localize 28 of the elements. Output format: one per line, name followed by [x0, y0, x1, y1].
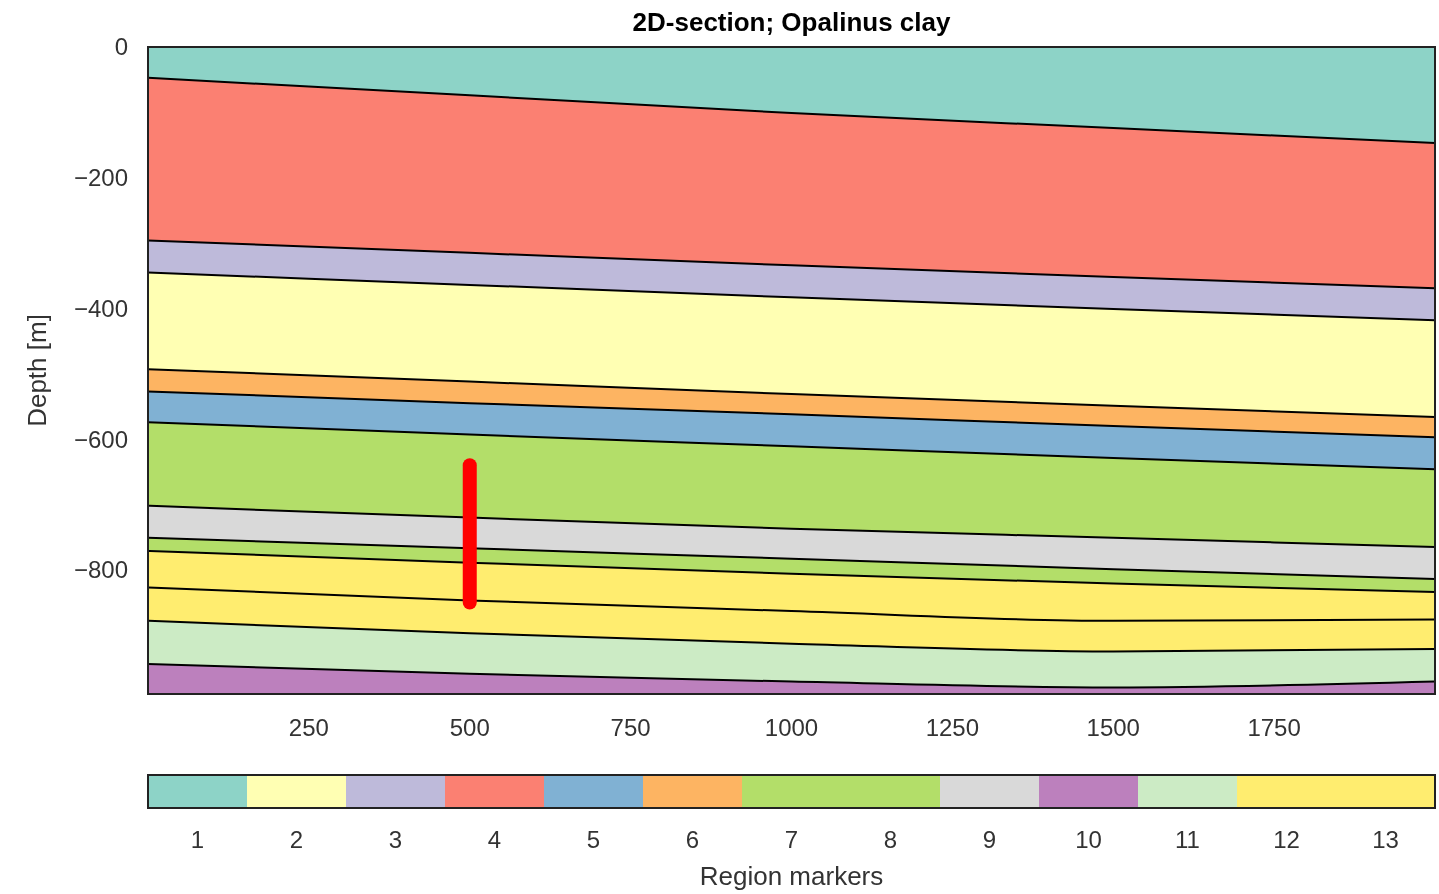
color-bar-label: 5: [586, 826, 601, 853]
color-bar-label: 8: [883, 826, 898, 853]
x-tick-label: 750: [610, 714, 651, 741]
color-bar-label: 7: [784, 826, 799, 853]
y-tick-label: −800: [73, 556, 128, 584]
y-tick-label: −400: [73, 294, 128, 322]
x-tick-label: 1000: [764, 714, 819, 741]
color-bar-label: 11: [1175, 826, 1200, 853]
color-bar-title: Region markers: [699, 861, 884, 891]
color-bar-label: 2: [289, 826, 304, 853]
color-bar-label: 3: [388, 826, 403, 853]
y-axis-title: Depth [m]: [22, 314, 52, 427]
color-bar-label: 4: [487, 826, 502, 853]
x-tick-label: 500: [449, 714, 490, 741]
color-bar-label: 10: [1075, 826, 1102, 853]
x-tick-label: 1750: [1247, 714, 1301, 741]
y-tick-label: −600: [73, 425, 128, 453]
chart-title: 2D-section; Opalinus clay: [632, 7, 951, 37]
color-bar-label: 12: [1273, 826, 1300, 853]
color-bar-label: 1: [190, 826, 205, 853]
color-bar-label: 9: [982, 826, 997, 853]
x-tick-label: 1500: [1086, 714, 1140, 741]
x-tick-label: 250: [288, 714, 329, 741]
color-bar-label: 6: [685, 826, 700, 853]
y-tick-label: 0: [114, 33, 128, 61]
y-tick-label: −200: [73, 164, 128, 192]
color-bar-label: 13: [1372, 826, 1399, 853]
x-tick-label: 1250: [925, 714, 980, 741]
